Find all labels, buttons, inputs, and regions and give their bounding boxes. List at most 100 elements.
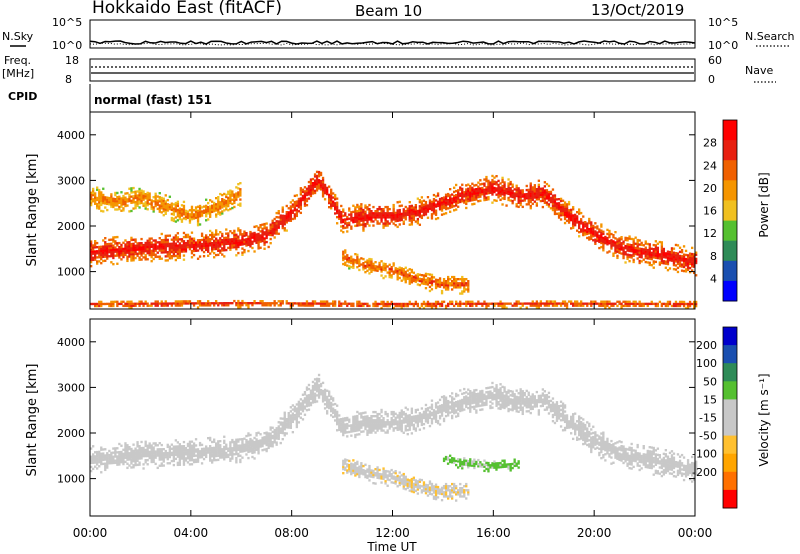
heatmap-cell xyxy=(321,400,325,403)
heatmap-cell xyxy=(608,250,611,253)
heatmap-cell xyxy=(211,231,214,235)
heatmap-cell xyxy=(158,204,161,207)
heatmap-cell xyxy=(263,304,266,307)
heatmap-cell xyxy=(465,288,468,291)
heatmap-cell xyxy=(656,248,660,252)
heatmap-cell xyxy=(255,225,258,228)
heatmap-cell xyxy=(410,279,414,282)
heatmap-cell xyxy=(194,444,198,447)
heatmap-cell xyxy=(241,444,244,447)
heatmap-cell xyxy=(479,302,482,305)
heatmap-cell xyxy=(453,196,456,200)
heatmap-cell xyxy=(658,257,662,260)
heatmap-cell xyxy=(190,448,194,452)
heatmap-cell xyxy=(430,284,434,287)
heatmap-cell xyxy=(428,289,432,293)
heatmap-cell xyxy=(408,276,411,279)
heatmap-cell xyxy=(110,246,113,250)
heatmap-cell xyxy=(283,229,286,232)
heatmap-cell xyxy=(148,249,151,253)
heatmap-cell xyxy=(648,255,651,258)
heatmap-cell xyxy=(396,278,399,281)
heatmap-cell xyxy=(416,197,420,200)
heatmap-cell xyxy=(654,304,658,308)
heatmap-cell xyxy=(628,237,631,240)
heatmap-cell xyxy=(110,244,113,248)
heatmap-cell xyxy=(461,200,464,203)
heatmap-cell xyxy=(223,452,226,455)
heatmap-cell xyxy=(198,208,202,212)
heatmap-cell xyxy=(251,304,254,307)
heatmap-cell xyxy=(394,213,397,217)
heatmap-cell xyxy=(535,204,539,207)
heatmap-cell xyxy=(362,264,365,267)
heatmap-cell xyxy=(570,302,573,305)
heatmap-cell xyxy=(176,236,180,239)
heatmap-cell xyxy=(174,451,178,454)
heatmap-cell xyxy=(182,447,186,450)
heatmap-cell xyxy=(128,193,131,197)
heatmap-cell xyxy=(174,204,178,207)
heatmap-cell xyxy=(453,209,456,212)
heatmap-cell xyxy=(166,253,169,256)
heatmap-cell xyxy=(301,393,305,396)
heatmap-cell xyxy=(102,302,105,306)
heatmap-cell xyxy=(96,453,99,456)
heatmap-cell xyxy=(261,449,264,452)
heatmap-cell xyxy=(646,255,649,258)
heatmap-cell xyxy=(326,302,329,305)
heatmap-cell xyxy=(160,239,163,242)
heatmap-cell xyxy=(608,233,611,237)
heatmap-cell xyxy=(299,416,303,419)
heatmap-cell xyxy=(368,304,371,308)
heatmap-cell xyxy=(112,244,115,247)
heatmap-cell xyxy=(114,449,117,452)
heatmap-cell xyxy=(118,254,121,257)
heatmap-cell xyxy=(178,256,182,259)
heatmap-cell xyxy=(158,448,161,451)
heatmap-cell xyxy=(132,449,135,453)
heatmap-cell xyxy=(442,282,446,285)
heatmap-cell xyxy=(311,386,315,390)
heatmap-cell xyxy=(332,202,335,205)
heatmap-cell xyxy=(382,417,385,420)
heatmap-cell xyxy=(247,237,250,240)
heatmap-cell xyxy=(311,391,315,394)
heatmap-cell xyxy=(134,205,137,208)
heatmap-cell xyxy=(188,440,192,443)
heatmap-cell xyxy=(176,204,180,208)
heatmap-cell xyxy=(299,207,303,210)
heatmap-cell xyxy=(356,427,359,430)
nsearch-trace xyxy=(89,42,696,46)
heatmap-cell xyxy=(368,210,371,213)
heatmap-cell xyxy=(130,236,133,240)
heatmap-cell xyxy=(237,235,240,238)
heatmap-cell xyxy=(354,253,357,256)
heatmap-cell xyxy=(275,224,278,227)
heatmap-cell xyxy=(140,302,143,305)
heatmap-cell xyxy=(176,208,180,212)
heatmap-cell xyxy=(602,245,605,248)
heatmap-cell xyxy=(485,180,488,183)
heatmap-cell xyxy=(323,185,327,189)
heatmap-cell xyxy=(281,208,284,211)
heatmap-cell xyxy=(223,302,226,305)
heatmap-cell xyxy=(473,184,476,187)
heatmap-cell xyxy=(392,415,395,418)
heatmap-cell xyxy=(565,304,569,307)
heatmap-cell xyxy=(388,304,391,308)
heatmap-cell xyxy=(229,447,232,450)
heatmap-cell xyxy=(277,433,280,436)
heatmap-cell xyxy=(182,204,186,208)
heatmap-cell xyxy=(198,302,202,305)
heatmap-cell xyxy=(273,433,276,436)
heatmap-cell xyxy=(168,203,172,207)
heatmap-cell xyxy=(110,261,113,264)
heatmap-cell xyxy=(483,198,486,202)
heatmap-cell xyxy=(447,302,450,306)
heatmap-cell xyxy=(582,225,585,229)
heatmap-cell xyxy=(241,442,244,445)
heatmap-cell xyxy=(426,208,430,211)
heatmap-cell xyxy=(386,216,389,219)
heatmap-cell xyxy=(196,300,200,303)
